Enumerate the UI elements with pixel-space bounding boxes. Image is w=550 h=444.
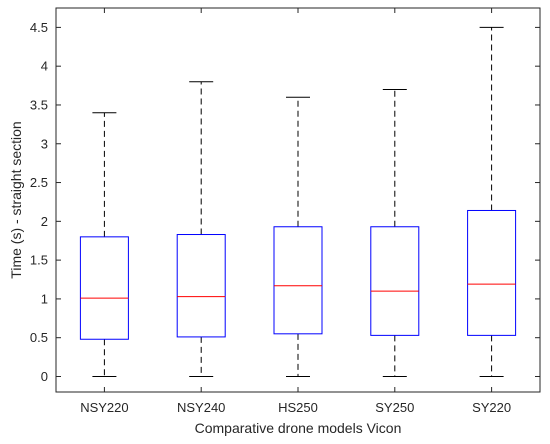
iqr-box [370, 226, 420, 336]
x-tick-label: NSY220 [80, 400, 128, 415]
x-tick-label: SY250 [375, 400, 414, 415]
y-tick-label: 0 [41, 369, 48, 384]
y-tick-label: 0.5 [30, 330, 48, 345]
y-tick-label: 3 [41, 136, 48, 151]
iqr-box [467, 209, 517, 336]
y-axis-label: Time (s) - straight section [8, 121, 24, 278]
y-tick-label: 2.5 [30, 175, 48, 190]
box-nsy240 [176, 81, 226, 377]
y-tick-label: 3.5 [30, 97, 48, 112]
x-axis-ticks: NSY220 NSY240 HS250 SY250 SY220 [80, 8, 511, 415]
plot-area [55, 7, 541, 393]
box-sy250 [370, 88, 420, 377]
y-tick-label: 2 [41, 214, 48, 229]
box-hs250 [273, 96, 323, 377]
iqr-box [79, 236, 129, 340]
iqr-box [176, 234, 226, 338]
x-tick-label: NSY240 [177, 400, 225, 415]
y-tick-label: 1 [41, 291, 48, 306]
x-tick-label: SY220 [472, 400, 511, 415]
x-tick-label: HS250 [278, 400, 318, 415]
y-tick-label: 1.5 [30, 253, 48, 268]
y-tick-label: 4.5 [30, 20, 48, 35]
box-nsy220 [79, 112, 129, 377]
box-sy220 [467, 26, 517, 377]
iqr-box [273, 226, 323, 335]
y-axis-ticks: 0 0.5 1 1.5 2 2.5 3 3.5 4 4.5 [30, 20, 540, 384]
box-series [79, 26, 517, 377]
x-axis-label: Comparative drone models Vicon [195, 420, 402, 436]
y-tick-label: 4 [41, 59, 48, 74]
